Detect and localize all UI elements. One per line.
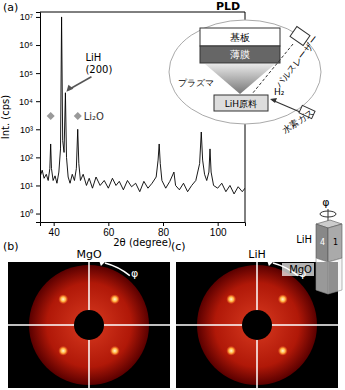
y-tick-mark [36, 157, 40, 158]
y-tick-label: 10⁴ [19, 97, 33, 107]
y-tick: 10⁷ [20, 12, 40, 22]
model-label: LiH [296, 234, 312, 245]
film [200, 46, 280, 63]
peak-label: LiH [85, 52, 101, 63]
x-axis-line [41, 223, 246, 227]
pole-spot [58, 294, 68, 304]
y-tick-label: 10⁰ [20, 209, 33, 219]
y-tick-label: 10² [20, 153, 33, 163]
y-tick-label: 10⁶ [19, 40, 33, 50]
pole-spot [226, 346, 236, 356]
peak-label: Li₂O [84, 111, 104, 122]
mgo-right [328, 258, 342, 294]
y-tick-label: 10¹ [20, 181, 33, 191]
pole-spot [58, 346, 68, 356]
plasma-label: プラズマ [178, 78, 214, 88]
rotation-label: φ [322, 196, 329, 209]
chart-title: PLD [216, 0, 240, 13]
pole-figure-title: LiH [248, 248, 265, 261]
y-tick-mark [36, 45, 40, 46]
pole-spot [226, 294, 236, 304]
face-label: 4 [320, 238, 325, 247]
model-label-bg [282, 263, 314, 276]
substrate-label: 基板 [230, 32, 250, 43]
y-tick-mark [36, 101, 40, 102]
model-label: MgO [289, 264, 312, 275]
x-tick-mark [54, 222, 55, 226]
x-tick-mark [218, 222, 219, 226]
phi-arrow-head [267, 260, 273, 266]
film-label: 薄膜 [230, 49, 250, 60]
y-tick-label: 10⁷ [20, 12, 33, 22]
x-tick-mark [163, 222, 164, 226]
x-tick: 100 [210, 222, 227, 238]
figure: (a)4060801002θ (degree)10⁰10¹10²10³10⁴10… [0, 0, 345, 390]
diamond-marker [47, 112, 55, 120]
x-tick: 60 [103, 222, 115, 238]
phi-arrow-head [99, 260, 105, 266]
x-tick-label: 100 [210, 227, 227, 238]
y-tick-label: 10⁵ [19, 68, 33, 78]
gas-formula: H₂ [274, 87, 285, 97]
pole-spot [278, 346, 288, 356]
pole-figure-title: MgO [76, 248, 101, 261]
y-axis-line [36, 13, 41, 223]
y-tick: 10¹ [20, 181, 40, 191]
mgo-left [316, 258, 328, 294]
y-tick-mark [36, 214, 40, 215]
x-axis-title: 2θ (degree) [113, 237, 172, 248]
y-tick: 10⁰ [20, 209, 40, 219]
y-tick-mark [36, 129, 40, 130]
pole-figure: φ [176, 260, 338, 388]
x-tick: 80 [158, 222, 170, 238]
pole-figure-background [176, 262, 338, 388]
lih-left [316, 224, 328, 262]
peak-label: (200) [85, 64, 112, 75]
y-tick-label: 10³ [20, 125, 33, 135]
target-label: LiH原料 [225, 99, 257, 109]
y-tick: 10⁵ [19, 68, 40, 78]
inset-background [169, 20, 321, 124]
y-tick: 10⁶ [19, 40, 40, 50]
crystal-model: φ 41 LiH MgO [282, 196, 342, 294]
y-axis: 10⁰ 10¹ 10² 10³ 10⁴ 10⁵ 10⁶ 10⁷ [19, 12, 40, 222]
arrow-head [66, 85, 73, 92]
panel-label: (a) [3, 1, 18, 14]
face-label: 1 [333, 238, 338, 247]
gas-arrow-head [270, 98, 277, 103]
pole-spot [110, 346, 120, 356]
pld-inset: 基板薄膜プラズマ LiH原料 パルスレーザーH₂ 水素ガス [169, 20, 321, 136]
rotation-axis [328, 209, 329, 222]
phi-label: φ [131, 267, 138, 280]
phi-arrow [105, 263, 130, 276]
y-tick: 10² [20, 153, 40, 163]
x-tick-mark [108, 222, 109, 226]
center-hole [74, 310, 104, 340]
y-tick: 10⁴ [19, 97, 40, 107]
y-axis-title: Int. (cps) [0, 95, 11, 140]
laser-label: パルスレーザー [273, 33, 320, 90]
diamond-marker [74, 112, 82, 120]
frame-top [40, 12, 245, 13]
panel-label: (c) [171, 240, 186, 253]
gas-arrow [272, 100, 300, 112]
substrate [200, 28, 280, 46]
x-tick: 40 [49, 222, 61, 238]
pole-spot [110, 294, 120, 304]
y-tick: 10³ [20, 125, 40, 135]
panel-label: (b) [3, 240, 19, 253]
center-hole [242, 310, 272, 340]
x-tick-label: 40 [49, 227, 61, 238]
pole-figure-background [8, 262, 170, 388]
y-tick-mark [36, 185, 40, 186]
pole-spot [278, 294, 288, 304]
pole-figure: φ [8, 260, 170, 388]
lih-right [328, 224, 342, 262]
y-tick-mark [36, 73, 40, 74]
gas-label: 水素ガス [280, 107, 315, 136]
target [214, 95, 268, 111]
x-axis: 40 60 80 100 [41, 222, 246, 238]
y-tick-mark [36, 17, 40, 18]
